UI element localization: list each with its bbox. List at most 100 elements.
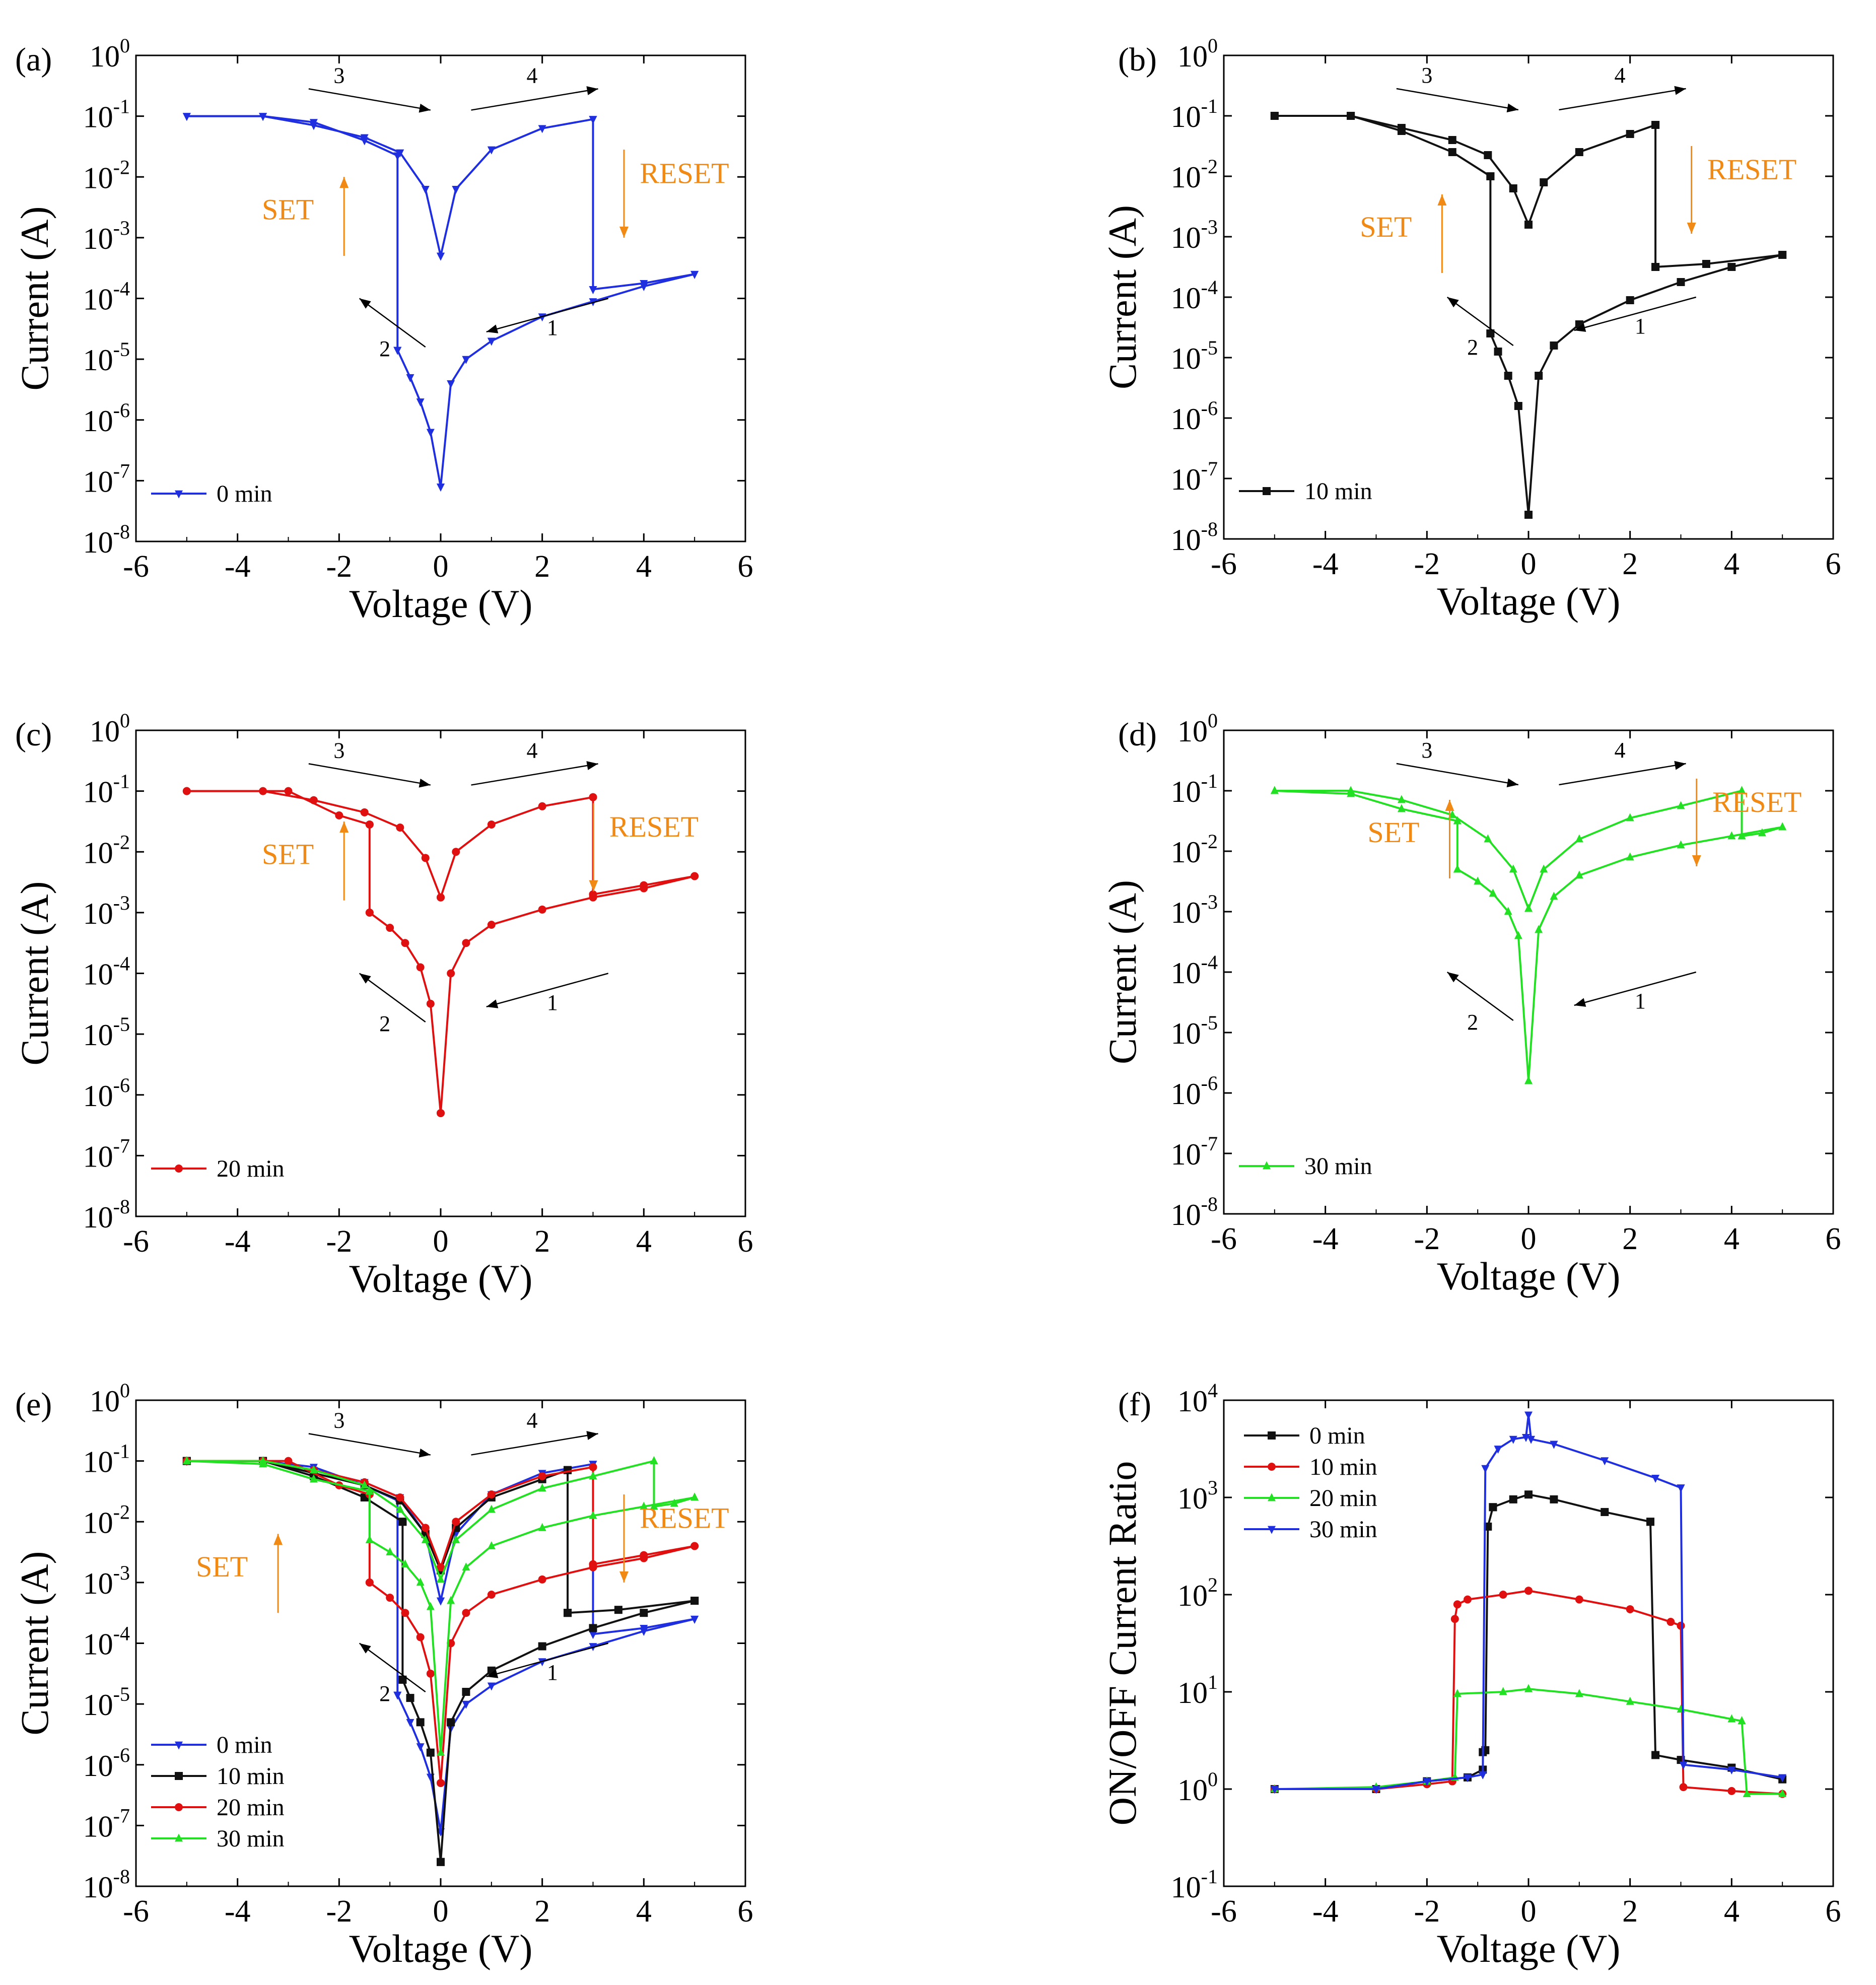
x-tick-label: -6 [123, 1894, 149, 1929]
data-point [1450, 1615, 1459, 1623]
data-point [182, 113, 191, 121]
y-tick-label: 10-5 [1171, 336, 1218, 375]
y-tick-label: 102 [1177, 1573, 1218, 1612]
panel-c: -6 -4 -2 0 2 4 6 10-8 10-7 10-6 10-5 10-4 10-3 10-2 10… [0, 675, 836, 1322]
panel-e: -6 -4 -2 0 2 4 6 10-8 10-7 10-6 10-5 10-4 10-3 10-2 10… [0, 1345, 836, 1985]
data-point [589, 116, 597, 124]
sweep-annotations: 1 2 3 4 SET RESET [262, 738, 699, 1036]
x-tick-label: -2 [326, 1894, 353, 1929]
arrow-3 [308, 763, 431, 788]
arrow-4 [471, 761, 598, 786]
x-tick-label: 0 [433, 1894, 449, 1929]
y-tick-label: 10-4 [83, 278, 130, 316]
data-line [440, 273, 695, 487]
data-point [437, 1858, 445, 1866]
data-point [1575, 870, 1583, 879]
x-tick-label: 0 [1521, 547, 1537, 581]
label-2: 2 [379, 1681, 390, 1706]
label-1: 1 [547, 1660, 558, 1685]
y-tick-label: 10-2 [1171, 155, 1218, 194]
data-point [1677, 840, 1685, 849]
data-point [1524, 1490, 1533, 1499]
data-point [182, 787, 191, 795]
data-point [437, 1597, 445, 1606]
data-point [1626, 852, 1634, 861]
chart-panel-d: -6 -4 -2 0 2 4 6 10-8 10-7 10-6 10-5 10-4 10-3 10-2 10… [1100, 709, 1841, 1298]
data-point [416, 963, 425, 972]
data-point [1738, 1716, 1746, 1725]
data-point [1509, 184, 1517, 192]
data-point [1727, 1766, 1736, 1774]
y-axis-title: ON/OFF Current Ratio [1103, 1461, 1144, 1826]
reset-arrow [1692, 779, 1701, 866]
arrow-4 [471, 1431, 598, 1456]
data-point [1550, 1495, 1558, 1503]
data-point [589, 890, 597, 899]
data-point [1494, 348, 1502, 356]
label-2: 2 [1467, 335, 1478, 360]
data-point [426, 999, 435, 1008]
data-point [401, 939, 409, 947]
x-tick-label: 6 [738, 1894, 753, 1929]
data-point [589, 793, 597, 801]
reset-arrow [589, 803, 598, 892]
data-point [1524, 904, 1533, 912]
x-tick-label: -2 [326, 1224, 353, 1259]
data-line [369, 912, 442, 1114]
sweep-annotations: 1 2 3 4 SET RESET [1360, 63, 1796, 360]
y-tick-label: 10-1 [83, 1440, 130, 1479]
data-point [1626, 1696, 1634, 1705]
legend-item: 20 min [1244, 1485, 1377, 1512]
y-tick-label: 10-7 [1171, 457, 1218, 496]
data-point [365, 1578, 374, 1587]
data-point [416, 398, 425, 407]
legend-item: 10 min [151, 1763, 285, 1790]
y-tick-label: 100 [90, 709, 130, 748]
reset-arrow [619, 149, 629, 238]
panel-a: -6 -4 -2 0 2 4 6 10-8 10-7 10-6 10-5 10-4 10-3 10-2 10… [0, 0, 836, 647]
data-point [1509, 864, 1517, 873]
data-point [1677, 1621, 1685, 1630]
data-point [1535, 925, 1543, 933]
data-point [1778, 1789, 1787, 1798]
data-point [640, 1609, 648, 1617]
data-point [416, 1718, 425, 1727]
x-tick-label: -6 [1211, 1894, 1237, 1929]
y-tick-label: 10-3 [83, 1561, 130, 1600]
data-point [1514, 402, 1522, 410]
data-line [440, 118, 593, 256]
set-label: SET [196, 1550, 248, 1583]
data-line [1274, 790, 1458, 822]
set-arrow [339, 821, 349, 901]
data-point [650, 1456, 658, 1465]
data-point [447, 1596, 455, 1604]
data-point [640, 1501, 648, 1510]
set-arrow [1437, 194, 1447, 273]
x-tick-label: 0 [1521, 1222, 1537, 1256]
data-point [1423, 1778, 1431, 1787]
data-point [1738, 831, 1746, 840]
data-point [1540, 178, 1548, 186]
data-point [1347, 786, 1355, 794]
legend-label: 30 min [217, 1825, 285, 1852]
data-point [309, 796, 318, 804]
x-tick-label: 4 [636, 550, 652, 584]
legend-label: 0 min [217, 481, 272, 507]
x-tick-label: 6 [1826, 1222, 1841, 1256]
data-point [406, 374, 414, 382]
chart-panel-f: -6 -4 -2 0 2 4 6 10-1 100 101 102 103 104 Voltage (V)… [1100, 1379, 1841, 1970]
data-point [1727, 1714, 1736, 1723]
data-line [1655, 254, 1783, 268]
legend-marker [1263, 487, 1271, 495]
label-4: 4 [1615, 738, 1626, 763]
panel-f: -6 -4 -2 0 2 4 6 10-1 100 101 102 103 104 Voltage (V)… [1100, 1345, 1876, 1985]
data-point [1270, 1786, 1279, 1794]
x-tick-label: -6 [123, 1224, 149, 1259]
data-line [1489, 333, 1530, 515]
data-point [437, 252, 445, 261]
arrow-4 [1559, 761, 1686, 786]
y-tick-label: 100 [90, 34, 130, 73]
data-line [1453, 1688, 1529, 1777]
arrow-2 [1446, 296, 1514, 347]
label-2: 2 [379, 336, 390, 361]
